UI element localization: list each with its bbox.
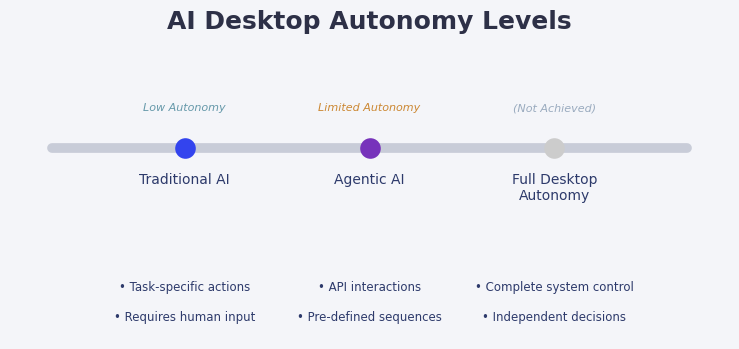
Text: Traditional AI: Traditional AI (140, 173, 230, 187)
Text: • Complete system control: • Complete system control (475, 281, 633, 294)
Point (364, 146, 375, 151)
Text: • Requires human input: • Requires human input (114, 311, 256, 324)
Text: • API interactions: • API interactions (318, 281, 421, 294)
Text: • Independent decisions: • Independent decisions (483, 311, 626, 324)
Text: (Not Achieved): (Not Achieved) (513, 103, 596, 113)
Text: Limited Autonomy: Limited Autonomy (319, 103, 420, 113)
Point (548, 146, 560, 151)
Text: AI Desktop Autonomy Levels: AI Desktop Autonomy Levels (167, 10, 572, 35)
Text: Low Autonomy: Low Autonomy (143, 103, 226, 113)
Point (179, 146, 191, 151)
Text: • Task-specific actions: • Task-specific actions (119, 281, 251, 294)
Text: Full Desktop
Autonomy: Full Desktop Autonomy (511, 173, 597, 203)
Text: Agentic AI: Agentic AI (334, 173, 405, 187)
Text: • Pre-defined sequences: • Pre-defined sequences (297, 311, 442, 324)
